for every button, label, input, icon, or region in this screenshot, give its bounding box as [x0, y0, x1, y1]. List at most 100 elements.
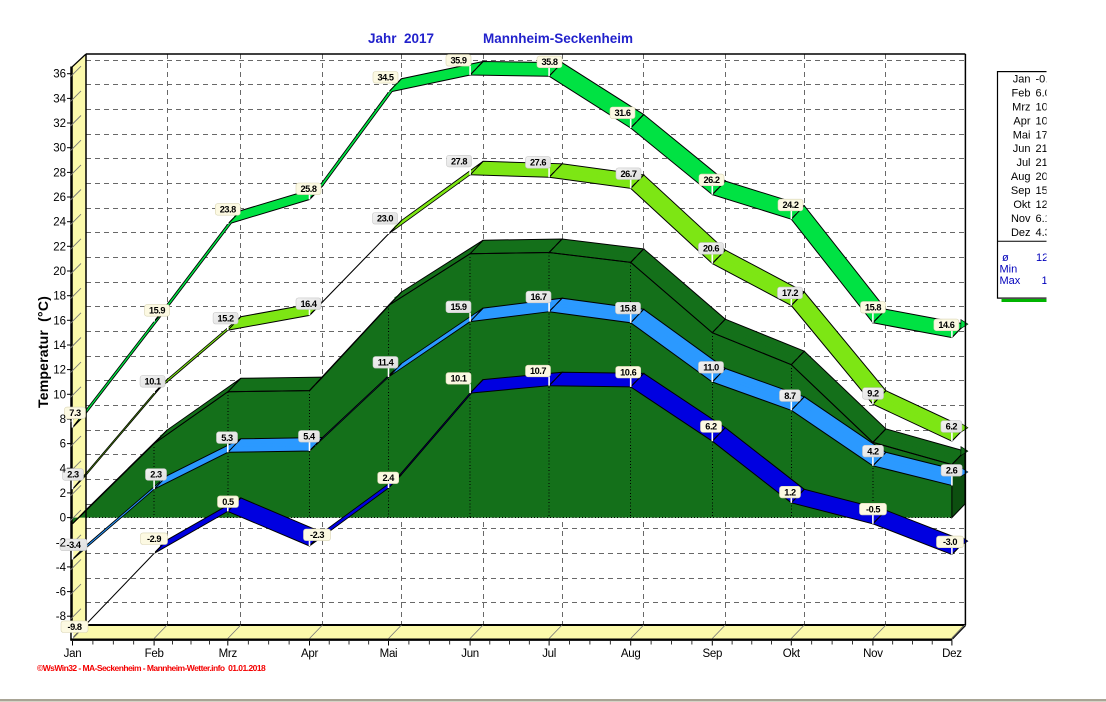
svg-text:Sep: Sep: [1011, 185, 1031, 197]
svg-text:-2.3: -2.3: [310, 530, 324, 540]
svg-text:5.3: 5.3: [221, 433, 233, 443]
svg-text:Mannheim-Seckenheim: Mannheim-Seckenheim: [483, 31, 633, 46]
svg-text:16.7: 16.7: [530, 292, 546, 302]
svg-text:15.9: 15.9: [149, 306, 165, 316]
svg-text:26.7: 26.7: [620, 169, 636, 179]
svg-text:20: 20: [53, 266, 66, 278]
svg-text:8: 8: [60, 414, 66, 426]
svg-text:Jan: Jan: [64, 648, 82, 660]
svg-text:Apr: Apr: [301, 648, 318, 660]
svg-text:15.8: 15.8: [620, 303, 636, 313]
svg-text:ø: ø: [1002, 252, 1009, 264]
svg-text:Apr: Apr: [1013, 115, 1030, 127]
svg-text:Okt: Okt: [783, 648, 801, 660]
svg-text:-2: -2: [56, 537, 66, 549]
svg-text:11.0: 11.0: [703, 363, 719, 373]
svg-text:Nov: Nov: [863, 648, 883, 660]
svg-text:26.2: 26.2: [703, 175, 719, 185]
svg-text:16.4: 16.4: [300, 299, 317, 309]
svg-text:Min: Min: [1000, 264, 1018, 276]
svg-text:10.1: 10.1: [145, 377, 161, 387]
svg-text:32: 32: [53, 118, 66, 130]
svg-text:10.6: 10.6: [620, 367, 636, 377]
svg-text:4: 4: [60, 463, 67, 475]
svg-text:6.0: 6.0: [1036, 88, 1051, 100]
svg-text:26: 26: [53, 192, 66, 204]
svg-text:Okt: Okt: [1013, 199, 1030, 211]
svg-text:30: 30: [53, 143, 66, 155]
svg-text:Jan: Jan: [1013, 74, 1031, 86]
svg-text:17.1: 17.1: [1042, 275, 1063, 287]
svg-text:34: 34: [53, 93, 66, 105]
svg-text:2.6: 2.6: [946, 466, 958, 476]
svg-text:-9.8: -9.8: [67, 622, 81, 632]
svg-text:18: 18: [53, 291, 66, 303]
svg-text:-6: -6: [56, 587, 66, 599]
svg-text:4.3: 4.3: [1036, 227, 1051, 239]
svg-text:Feb: Feb: [145, 648, 164, 660]
svg-text:Jun: Jun: [461, 648, 479, 660]
svg-text:Jul: Jul: [542, 648, 556, 660]
svg-text:9.2: 9.2: [867, 389, 879, 399]
svg-text:31.6: 31.6: [614, 108, 630, 118]
svg-text:11.4: 11.4: [378, 358, 395, 368]
svg-text:23.0: 23.0: [377, 214, 393, 224]
svg-text:-3.0: -3.0: [943, 537, 957, 547]
svg-text:23.8: 23.8: [220, 205, 236, 215]
svg-text:Aug: Aug: [1011, 171, 1031, 183]
svg-text:Jun: Jun: [1013, 143, 1031, 155]
svg-text:34.5: 34.5: [377, 73, 393, 83]
svg-text:20.6: 20.6: [703, 244, 719, 254]
svg-text:15.9: 15.9: [450, 302, 466, 312]
svg-text:25.8: 25.8: [300, 184, 316, 194]
svg-text:2.3: 2.3: [150, 470, 162, 480]
svg-text:Feb: Feb: [1012, 88, 1031, 100]
svg-text:15.8: 15.8: [865, 303, 881, 313]
svg-text:6.1: 6.1: [1036, 213, 1051, 225]
svg-text:12: 12: [53, 365, 66, 377]
svg-text:Sep: Sep: [703, 648, 723, 660]
svg-text:17.2: 17.2: [1036, 129, 1057, 141]
svg-text:Dez: Dez: [1011, 227, 1031, 239]
svg-text:Jul: Jul: [1016, 157, 1030, 169]
svg-text:0: 0: [60, 513, 66, 525]
svg-text:Mai: Mai: [380, 648, 398, 660]
svg-text:24.2: 24.2: [782, 200, 798, 210]
svg-text:10.7: 10.7: [530, 366, 546, 376]
svg-text:8.7: 8.7: [784, 391, 796, 401]
svg-text:©WsWin32 - MA-Seckenheim - Man: ©WsWin32 - MA-Seckenheim - Mannheim-Wett…: [37, 663, 266, 673]
svg-text:10.1: 10.1: [450, 374, 466, 384]
svg-text:24: 24: [53, 217, 66, 229]
svg-text:10.3: 10.3: [1036, 115, 1057, 127]
svg-text:2.3: 2.3: [67, 470, 79, 480]
svg-text:21.5: 21.5: [1036, 157, 1057, 169]
svg-text:4.2: 4.2: [867, 446, 879, 456]
svg-text:6.2: 6.2: [946, 422, 958, 432]
svg-text:35.9: 35.9: [450, 56, 466, 66]
svg-text:22: 22: [53, 241, 66, 253]
svg-text:-0.5: -0.5: [866, 504, 880, 514]
svg-text:21.4: 21.4: [1036, 143, 1057, 155]
svg-text:1.2: 1.2: [784, 487, 796, 497]
svg-text:-2.9: -2.9: [147, 534, 161, 544]
svg-text:Jahr 2017: Jahr 2017: [368, 31, 434, 46]
svg-text:Temperatur (°C): Temperatur (°C): [35, 296, 51, 408]
svg-text:-0.5: -0.5: [1036, 74, 1055, 86]
svg-text:0.5: 0.5: [222, 497, 234, 507]
svg-text:27.8: 27.8: [451, 156, 467, 166]
svg-text:14: 14: [53, 340, 66, 352]
svg-text:12.4: 12.4: [1036, 199, 1057, 211]
svg-text:7.3: 7.3: [69, 408, 81, 418]
svg-text:14.6: 14.6: [938, 320, 954, 330]
svg-text:Dez: Dez: [942, 648, 962, 660]
svg-text:2.4: 2.4: [382, 473, 395, 483]
svg-text:20.7: 20.7: [1036, 171, 1057, 183]
svg-text:17.2: 17.2: [782, 288, 798, 298]
svg-text:16: 16: [53, 315, 66, 327]
svg-text:10.2: 10.2: [1036, 101, 1057, 113]
svg-text:36: 36: [53, 69, 66, 81]
svg-text:Nov: Nov: [1011, 213, 1031, 225]
svg-text:28: 28: [53, 167, 66, 179]
svg-text:10: 10: [53, 389, 66, 401]
svg-text:-8: -8: [56, 611, 66, 623]
